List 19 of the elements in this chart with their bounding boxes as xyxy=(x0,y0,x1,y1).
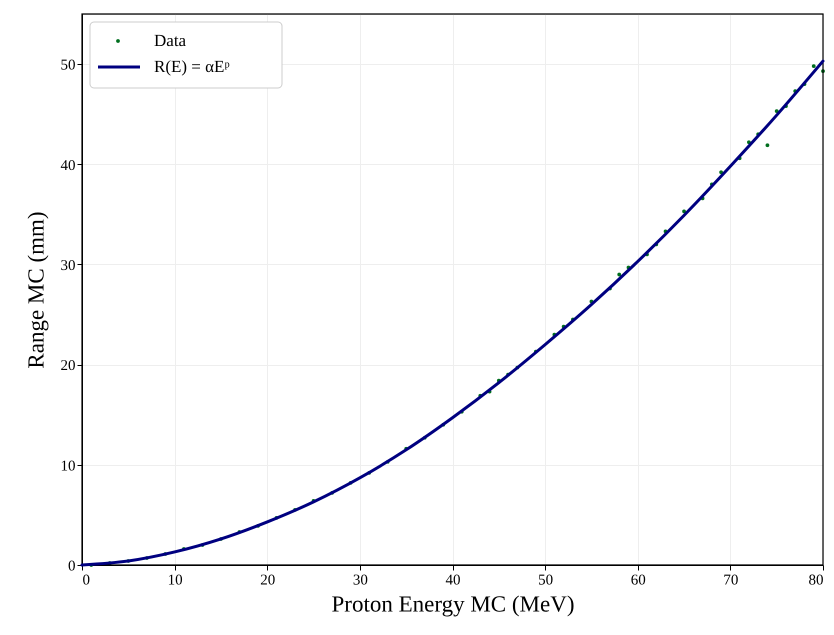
y-axis-title: Range MC (mm) xyxy=(24,211,48,369)
legend-label: R(E) = αEᵖ xyxy=(154,57,230,76)
x-tick-label: 10 xyxy=(168,572,183,588)
x-tick-label: 30 xyxy=(352,572,368,588)
y-tick-label: 50 xyxy=(60,58,76,74)
legend-label: Data xyxy=(154,31,187,50)
y-tick-label: 40 xyxy=(60,158,76,174)
x-tick-label: 50 xyxy=(538,572,554,588)
y-tick-label: 0 xyxy=(68,558,76,574)
x-tick-label: 70 xyxy=(723,572,738,588)
x-axis-title: Proton Energy MC (MeV) xyxy=(332,592,574,616)
x-tick-label: 0 xyxy=(82,572,90,588)
x-tick-label: 20 xyxy=(260,572,276,588)
y-tick-label: 30 xyxy=(60,258,76,274)
y-tick-label: 20 xyxy=(60,358,76,374)
x-tick-label: 60 xyxy=(630,572,646,588)
x-tick-label: 80 xyxy=(808,572,824,588)
y-tick-label: 10 xyxy=(60,458,76,474)
x-tick-label: 40 xyxy=(446,572,460,588)
